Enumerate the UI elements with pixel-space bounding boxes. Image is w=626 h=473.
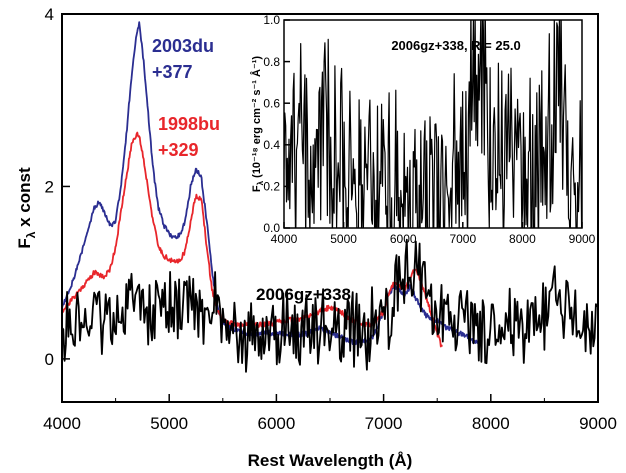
inset-y-tick-label-5: 1.0: [263, 13, 280, 27]
inset-title: 2006gz+338, R = 25.0: [391, 38, 520, 53]
inset-x-tick-label-0: 4000: [271, 232, 298, 246]
main-y-tick-label-2: 4: [45, 5, 54, 24]
main-x-tick-label-4: 8000: [472, 414, 510, 433]
main-series-line-2: [62, 238, 598, 373]
main-axis-ticks: 4000 5000 6000 7000 8000 9000 0 2 4: [43, 5, 617, 433]
inset-plot-frame: [283, 19, 583, 229]
inset-y-axis-label: Fλ (10⁻¹⁸ erg cm⁻² s⁻¹ Å⁻¹): [250, 56, 265, 193]
y-axis-label-main: F: [15, 238, 34, 248]
main-x-tick-label-5: 9000: [579, 414, 617, 433]
inset-x-tick-label-3: 7000: [449, 232, 476, 246]
inset-y-label-units: (10⁻¹⁸ erg cm⁻² s⁻¹ Å⁻¹): [250, 56, 263, 181]
svg-text:Fλ (10⁻¹⁸ erg cm⁻² s⁻¹ Å⁻¹): Fλ (10⁻¹⁸ erg cm⁻² s⁻¹ Å⁻¹): [250, 56, 265, 193]
inset-y-tick-label-3: 0.6: [263, 96, 280, 110]
y-axis-label-sub: λ: [24, 231, 38, 238]
main-plot-panel: 4000 5000 6000 7000 8000 9000 0 2 4 Rest Wavelen…: [15, 5, 617, 470]
label-1998bu-line2: +329: [158, 140, 199, 160]
label-2006gz: 2006gz+338: [256, 285, 351, 304]
main-series-group: [62, 21, 598, 373]
inset-x-tick-label-2: 6000: [390, 232, 417, 246]
inset-x-tick-label-4: 8000: [509, 232, 536, 246]
label-2003du-line1: 2003du: [152, 36, 214, 56]
main-x-tick-label-2: 6000: [257, 414, 295, 433]
label-1998bu-line1: 1998bu: [158, 114, 220, 134]
inset-axis-ticks: 4000 5000 6000 7000 8000 9000 0.0 0.2 0.4 0.6 0.8 1…: [263, 13, 595, 246]
inset-y-tick-label-1: 0.2: [263, 180, 280, 194]
inset-y-tick-label-4: 0.8: [263, 55, 280, 69]
x-axis-label: Rest Wavelength (Å): [248, 451, 413, 470]
main-x-tick-label-3: 7000: [365, 414, 403, 433]
inset-plot-panel: 4000 5000 6000 7000 8000 9000 0.0 0.2 0.4 0.6 0.8 1…: [250, 13, 596, 246]
inset-y-tick-label-0: 0.0: [263, 221, 280, 235]
y-axis-label-tail: x const: [15, 167, 34, 232]
main-x-tick-label-0: 4000: [43, 414, 81, 433]
inset-y-tick-label-2: 0.4: [263, 138, 280, 152]
inset-x-tick-label-1: 5000: [330, 232, 357, 246]
inset-y-label-sub: λ: [256, 180, 265, 185]
main-y-tick-label-1: 2: [45, 177, 54, 196]
y-axis-label: Fλ x const: [15, 167, 38, 249]
inset-y-label-main: F: [251, 185, 263, 192]
inset-series-line-0: [284, 20, 582, 228]
label-2003du-line2: +377: [152, 62, 193, 82]
inset-x-tick-label-5: 9000: [569, 232, 596, 246]
main-x-tick-label-1: 5000: [150, 414, 188, 433]
main-y-tick-label-0: 0: [45, 350, 54, 369]
svg-text:Fλ x const: Fλ x const: [15, 167, 38, 249]
inset-series-group: [284, 20, 582, 228]
